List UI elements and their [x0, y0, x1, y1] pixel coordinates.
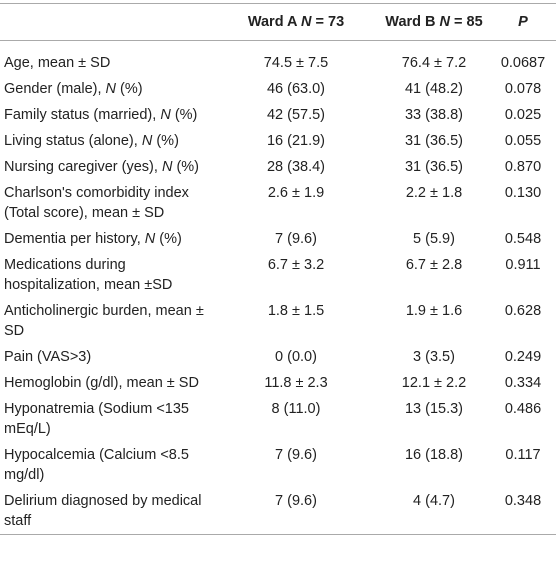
- cell-value: 5 (5.9): [413, 231, 455, 247]
- cell-value: 4 (4.7): [413, 493, 455, 509]
- cell-value: 2.6 ± 1.9: [267, 185, 325, 201]
- cell-value: 0.055: [504, 133, 542, 149]
- cell-value: 13 (15.3): [404, 401, 464, 417]
- row-label: Hemoglobin (g/dl), mean ± SD: [4, 375, 199, 391]
- cell-value: 0.249: [504, 349, 542, 365]
- page: Ward A N = 73 Ward B N = 85 P Age, mean …: [0, 3, 556, 565]
- row-label: Hyponatremia (Sodium <135 mEq/L): [4, 401, 189, 437]
- cell-value: 0.486: [504, 401, 542, 417]
- cell-value: 0.0687: [500, 55, 546, 71]
- cell-value: 2.2 ± 1.8: [405, 185, 463, 201]
- row-label: Living status (alone), N (%): [4, 133, 179, 149]
- cell-value: 6.7 ± 2.8: [405, 257, 463, 273]
- header-cell: P: [518, 14, 528, 30]
- row-label: Age, mean ± SD: [4, 55, 111, 71]
- table-body: Age, mean ± SD 74.5 ± 7.5 76.4 ± 7.2 0.0687…: [0, 41, 556, 535]
- row-label: Pain (VAS>3): [4, 349, 92, 365]
- cell-value: 33 (38.8): [404, 107, 464, 123]
- table-row: Anticholinergic burden, mean ± SD 1.8 ± 1…: [0, 298, 556, 344]
- cell-value: 46 (63.0): [266, 81, 326, 97]
- cell-value: 0.130: [504, 185, 542, 201]
- table-row: Pain (VAS>3) 0 (0.0) 3 (3.5) 0.249: [0, 344, 556, 370]
- header-cell: Ward A N = 73: [247, 14, 345, 30]
- table-row: Hemoglobin (g/dl), mean ± SD 11.8 ± 2.3 12…: [0, 370, 556, 396]
- table-row: Charlson's comorbidity index (Total scor…: [0, 180, 556, 226]
- row-label: Hypocalcemia (Calcium <8.5 mg/dl): [4, 447, 189, 483]
- header-cell: [0, 4, 214, 41]
- row-label: Medications during hospitalization, mean…: [4, 257, 173, 293]
- cell-value: 8 (11.0): [271, 401, 321, 417]
- table-row: Hypocalcemia (Calcium <8.5 mg/dl) 7 (9.6)…: [0, 442, 556, 488]
- cell-value: 31 (36.5): [404, 133, 464, 149]
- row-label: Family status (married), N (%): [4, 107, 198, 123]
- cell-value: 74.5 ± 7.5: [263, 55, 329, 71]
- table-row: Nursing caregiver (yes), N (%) 28 (38.4) 3…: [0, 154, 556, 180]
- data-table: Ward A N = 73 Ward B N = 85 P Age, mean …: [0, 3, 556, 535]
- table-row: Age, mean ± SD 74.5 ± 7.5 76.4 ± 7.2 0.0687: [0, 41, 556, 77]
- cell-value: 0 (0.0): [275, 349, 317, 365]
- cell-value: 3 (3.5): [413, 349, 455, 365]
- table-row: Living status (alone), N (%) 16 (21.9) 31 …: [0, 128, 556, 154]
- cell-value: 16 (18.8): [404, 447, 464, 463]
- cell-value: 1.9 ± 1.6: [405, 303, 463, 319]
- cell-value: 1.8 ± 1.5: [267, 303, 325, 319]
- cell-value: 41 (48.2): [404, 81, 464, 97]
- table-row: Delirium diagnosed by medical staff 7 (9.…: [0, 488, 556, 535]
- cell-value: 7 (9.6): [275, 231, 317, 247]
- table-row: Family status (married), N (%) 42 (57.5) 3…: [0, 102, 556, 128]
- cell-value: 0.911: [505, 257, 541, 273]
- row-label: Charlson's comorbidity index (Total scor…: [4, 185, 189, 221]
- table-row: Gender (male), N (%) 46 (63.0) 41 (48.2) 0.…: [0, 76, 556, 102]
- cell-value: 0.628: [504, 303, 542, 319]
- cell-value: 42 (57.5): [266, 107, 326, 123]
- row-label: Dementia per history, N (%): [4, 231, 182, 247]
- cell-value: 0.348: [504, 493, 542, 509]
- cell-value: 0.870: [504, 159, 542, 175]
- cell-value: 0.078: [504, 81, 542, 97]
- cell-value: 0.334: [504, 375, 542, 391]
- cell-value: 0.548: [504, 231, 542, 247]
- cell-value: 7 (9.6): [275, 493, 317, 509]
- table-row: Medications during hospitalization, mean…: [0, 252, 556, 298]
- cell-value: 11.8 ± 2.3: [264, 375, 328, 391]
- row-label: Nursing caregiver (yes), N (%): [4, 159, 200, 175]
- header-row: Ward A N = 73 Ward B N = 85 P: [0, 3, 556, 41]
- cell-value: 7 (9.6): [275, 447, 317, 463]
- cell-value: 12.1 ± 2.2: [401, 375, 467, 391]
- table-row: Dementia per history, N (%) 7 (9.6) 5 (5.9…: [0, 226, 556, 252]
- cell-value: 76.4 ± 7.2: [401, 55, 467, 71]
- cell-value: 0.117: [505, 447, 541, 463]
- cell-value: 28 (38.4): [266, 159, 326, 175]
- cell-value: 6.7 ± 3.2: [267, 257, 325, 273]
- table-row: Hyponatremia (Sodium <135 mEq/L) 8 (11.0)…: [0, 396, 556, 442]
- row-label: Gender (male), N (%): [4, 81, 143, 97]
- row-label: Delirium diagnosed by medical staff: [4, 493, 202, 529]
- cell-value: 31 (36.5): [404, 159, 464, 175]
- cell-value: 16 (21.9): [266, 133, 326, 149]
- table-header: Ward A N = 73 Ward B N = 85 P: [0, 3, 556, 41]
- cell-value: 0.025: [504, 107, 542, 123]
- row-label: Anticholinergic burden, mean ± SD: [4, 303, 204, 339]
- header-cell: Ward B N = 85: [385, 14, 483, 30]
